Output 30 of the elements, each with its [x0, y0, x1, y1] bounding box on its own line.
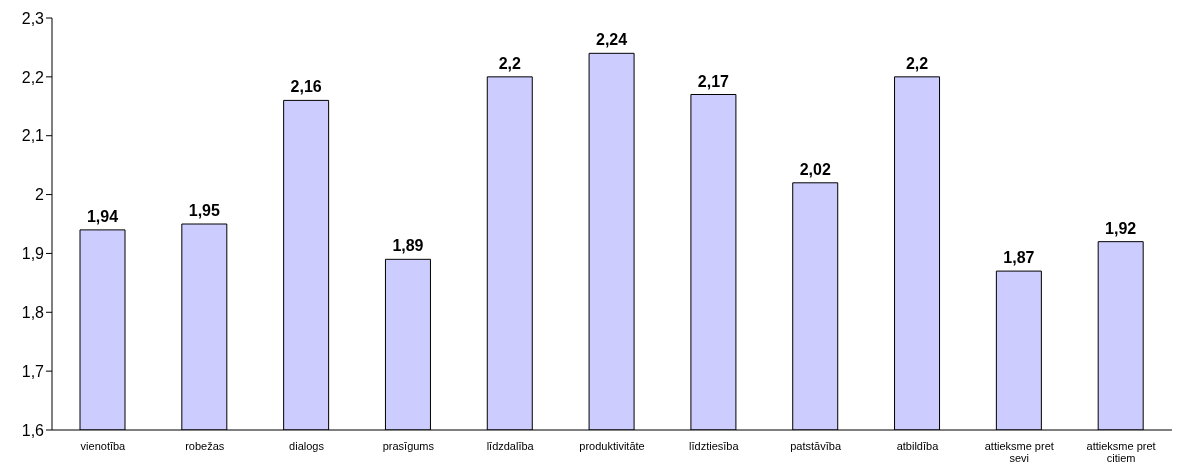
y-tick-label: 2,3	[21, 9, 45, 27]
data-label: 1,87	[1003, 249, 1035, 267]
data-label: 2,2	[498, 54, 521, 72]
y-tick-label: 2	[35, 186, 45, 204]
data-label: 2,24	[596, 31, 628, 49]
y-tick-label: 1,8	[21, 303, 45, 321]
data-label: 1,95	[188, 202, 220, 219]
y-tick-label: 2,1	[21, 127, 45, 145]
x-tick-label: attieksme pret sevi	[984, 440, 1054, 464]
data-label: 2,02	[799, 160, 831, 178]
x-tick-label: līdzdalība	[486, 440, 535, 452]
x-tick-label: atbildība	[896, 440, 940, 452]
y-tick-label: 1,6	[21, 421, 45, 439]
y-tick-label: 1,7	[21, 362, 45, 380]
x-tick-label: attieksme pret citiem	[1086, 440, 1156, 464]
y-tick-label: 2,2	[21, 68, 45, 86]
x-tick-label: patstāvība	[790, 440, 842, 452]
x-tick-label: līdztiesība	[689, 440, 740, 452]
data-label: 2,17	[697, 72, 730, 90]
x-tick-label: dialogs	[289, 440, 325, 452]
data-label: 1,92	[1105, 219, 1137, 237]
x-tick-label: robežas	[185, 440, 225, 452]
data-label: 1,94	[86, 207, 119, 225]
x-tick-label: vienotība	[80, 440, 127, 452]
data-label: 1,89	[392, 237, 424, 255]
data-label: 2,2	[905, 54, 929, 72]
x-tick-label: prasīgums	[382, 440, 435, 452]
x-tick-label: produktivitāte	[579, 440, 645, 452]
y-tick-label: 1,9	[21, 245, 45, 263]
data-label: 2,16	[290, 78, 322, 96]
